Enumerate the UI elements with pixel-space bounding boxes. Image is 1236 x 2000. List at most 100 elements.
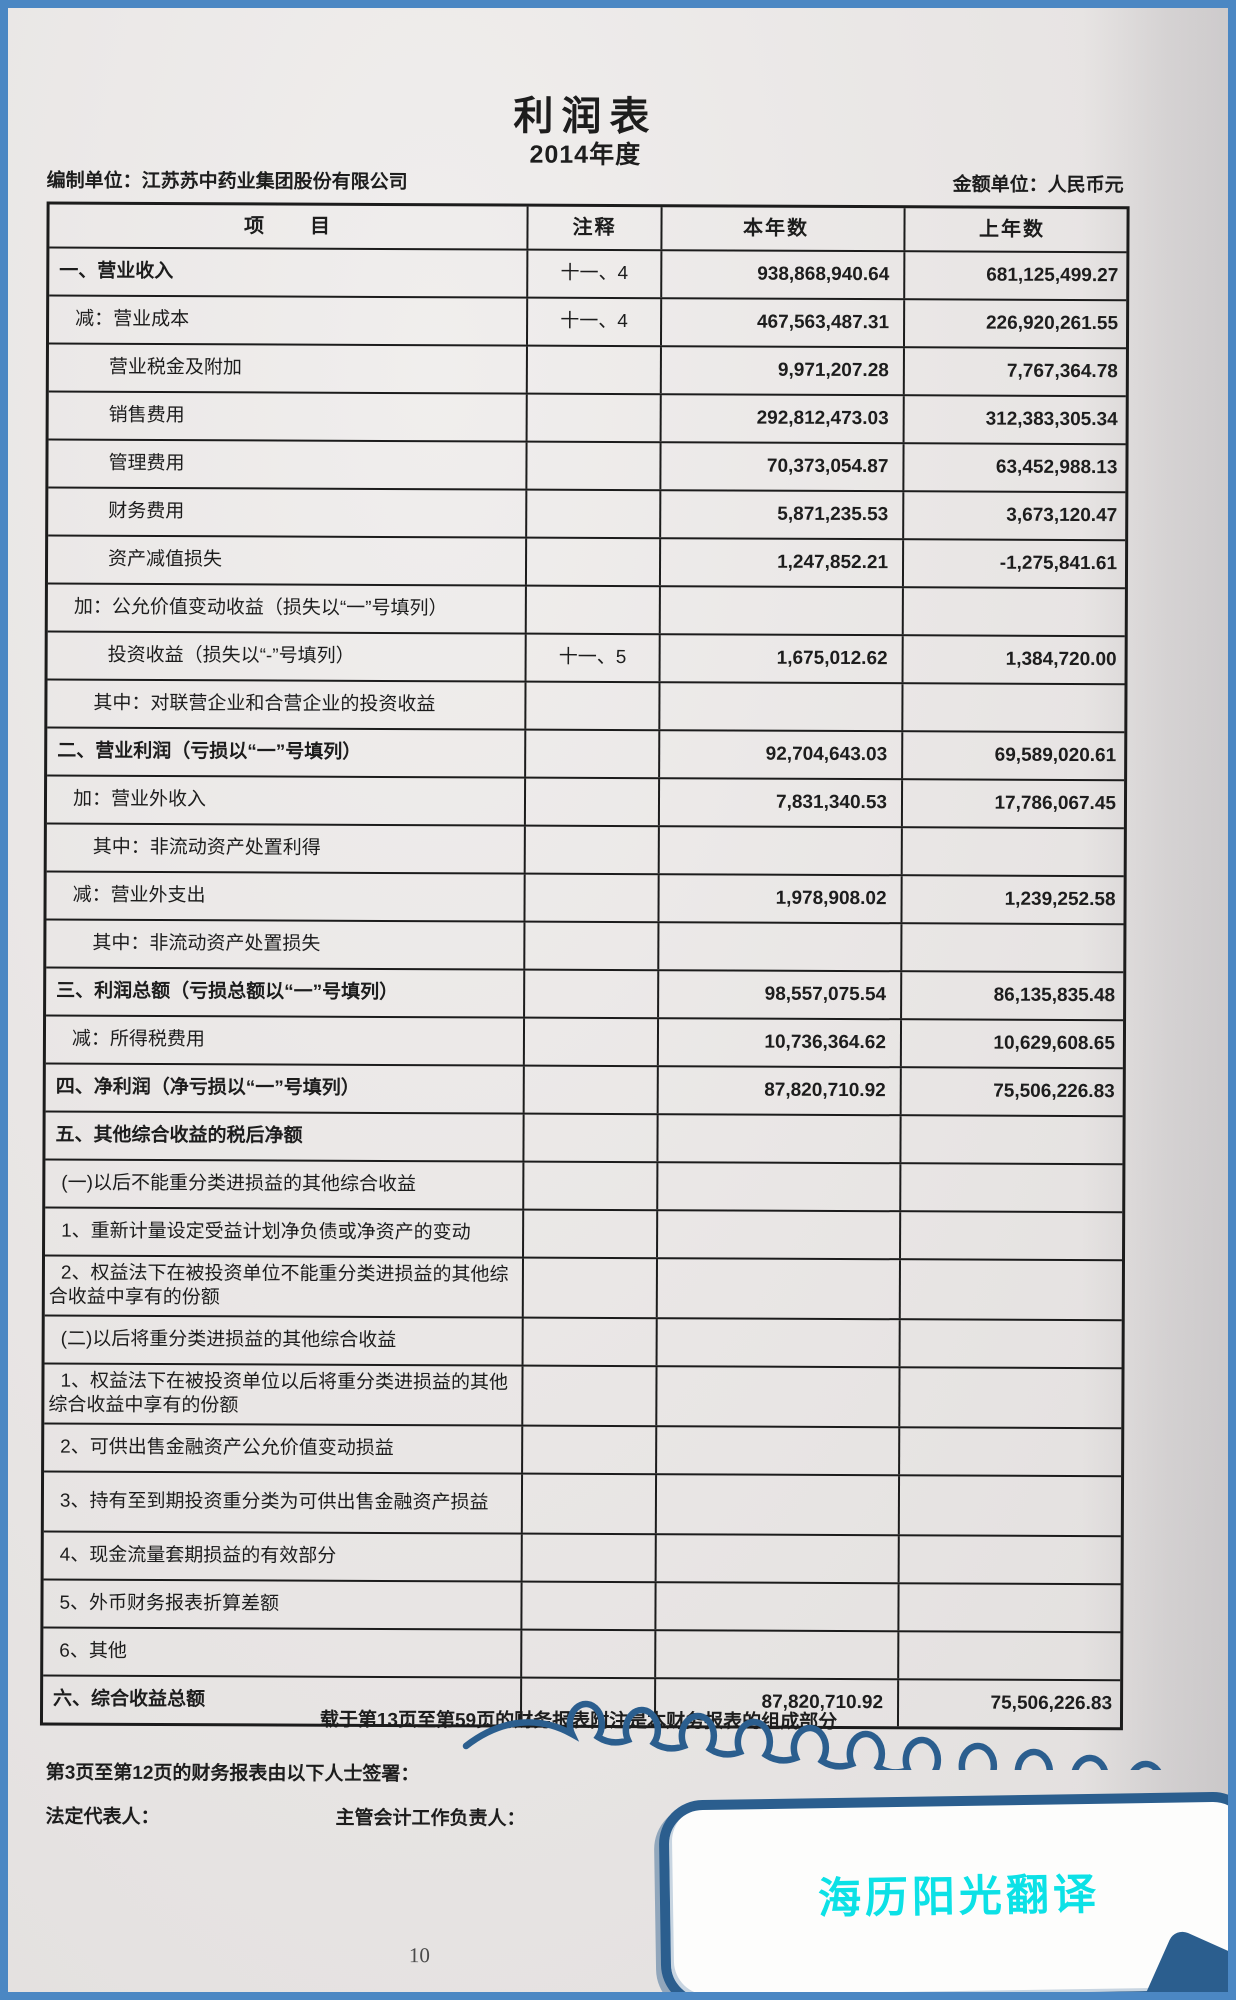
- cell-note: 十一、4: [525, 298, 661, 346]
- cell-prior: [898, 1320, 1122, 1368]
- cell-current: 7,831,340.53: [657, 779, 902, 827]
- cell-note: [524, 730, 659, 778]
- table-row: 销售费用 292,812,473.03 312,383,305.34: [48, 390, 1126, 444]
- table-row: (二)以后将重分类进损益的其他综合收益: [44, 1314, 1122, 1368]
- table-row: 加：公允价值变动收益（损失以“一”号填列）: [47, 582, 1125, 636]
- cell-note: [520, 1474, 656, 1534]
- table-row: 加：营业外收入 7,831,340.53 17,786,067.45: [46, 774, 1125, 828]
- cell-item: 减：所得税费用: [71, 1028, 206, 1051]
- cell-current: 98,557,075.54: [657, 971, 901, 1019]
- cell-prior: [898, 1260, 1122, 1320]
- cell-note: [525, 346, 660, 394]
- table-row: 一、营业收入 十一、4 938,868,940.64 681,125,499.27: [49, 246, 1127, 300]
- table-row: 2、可供出售金融资产公允价值变动损益: [44, 1422, 1122, 1476]
- cell-prior: 75,506,226.83: [899, 1068, 1123, 1116]
- income-statement-table: 项 目 注释 本年数 上年数 一、营业收入 十一、4 938,868,940.64 6…: [39, 201, 1130, 1731]
- cell-prior: [897, 1476, 1122, 1536]
- cell-prior: 10,629,608.65: [899, 1020, 1124, 1068]
- cell-current: [655, 1319, 899, 1367]
- cell-prior: -1,275,841.61: [901, 540, 1126, 588]
- cell-item: 一、营业收入: [59, 260, 174, 283]
- table-row: 3、持有至到期投资重分类为可供出售金融资产损益: [43, 1470, 1122, 1536]
- cell-note: [521, 1366, 656, 1426]
- cell-item: 财务费用: [108, 500, 185, 523]
- cell-current: 1,247,852.21: [658, 539, 903, 587]
- header-cell-current-year: 本年数: [660, 207, 904, 251]
- cell-prior: 1,239,252.58: [900, 876, 1124, 924]
- cell-current: [656, 1163, 900, 1211]
- cell-item: 销售费用: [108, 404, 185, 427]
- cell-item: 6、其他: [59, 1640, 127, 1662]
- cell-note: [522, 1066, 657, 1114]
- table-row: 减：所得税费用 10,736,364.62 10,629,608.65: [45, 1014, 1124, 1068]
- table-row: 二、营业利润（亏损以“一”号填列） 92,704,643.03 69,589,020…: [47, 726, 1125, 780]
- table-row: 5、外币财务报表折算差额: [43, 1578, 1121, 1632]
- cell-current: 5,871,235.53: [659, 491, 903, 539]
- cell-prior: [900, 924, 1124, 972]
- cell-current: [658, 587, 902, 635]
- cell-current: [657, 827, 901, 875]
- cell-note: [521, 1318, 656, 1366]
- cell-current: 938,868,940.64: [660, 251, 904, 299]
- cell-note: [524, 586, 659, 634]
- table-row: 三、利润总额（亏损总额以“一”号填列） 98,557,075.54 86,135,8…: [46, 966, 1124, 1020]
- cell-current: [658, 683, 902, 731]
- table-row: 2、权益法下在被投资单位不能重分类进损益的其他综合收益中享有的份额: [44, 1254, 1123, 1320]
- table-row: (一)以后不能重分类进损益的其他综合收益: [45, 1158, 1123, 1212]
- cell-note: [520, 1582, 655, 1630]
- chief-accountant-label: 主管会计工作负责人：: [335, 1807, 526, 1830]
- cell-prior: 3,673,120.47: [902, 492, 1126, 540]
- cell-current: [655, 1427, 899, 1475]
- cell-item: 其中：非流动资产处置损失: [92, 932, 321, 955]
- cell-current: 92,704,643.03: [658, 731, 902, 779]
- table-row: 营业税金及附加 9,971,207.28 7,767,364.78: [48, 342, 1126, 396]
- cell-item: (二)以后将重分类进损益的其他综合收益: [60, 1328, 397, 1352]
- cell-item: 减：营业成本: [75, 308, 190, 331]
- cell-item: 三、利润总额（亏损总额以“一”号填列）: [56, 980, 399, 1004]
- cell-current: 70,373,054.87: [659, 443, 903, 491]
- cell-prior: 63,452,988.13: [902, 444, 1126, 492]
- cell-note: [523, 826, 658, 874]
- cell-item: 4、现金流量套期损益的有效部分: [59, 1544, 337, 1567]
- cell-item: 二、营业利润（亏损以“一”号填列）: [57, 740, 362, 764]
- cell-note: [520, 1630, 655, 1678]
- cell-current: [655, 1367, 899, 1427]
- cell-item: 5、外币财务报表折算差额: [59, 1592, 280, 1615]
- income-table-body: 一、营业收入 十一、4 938,868,940.64 681,125,499.27 减：…: [42, 246, 1127, 1728]
- table-row: 其中：非流动资产处置利得: [46, 822, 1124, 876]
- cell-prior: 17,786,067.45: [900, 780, 1125, 828]
- cell-note: [525, 442, 660, 490]
- table-row: 1、重新计量设定受益计划净负债或净资产的变动: [45, 1206, 1123, 1260]
- cell-item: 营业税金及附加: [108, 356, 242, 379]
- cell-prior: [901, 684, 1125, 732]
- cell-prior: 226,920,261.55: [902, 300, 1127, 348]
- cell-item: 管理费用: [108, 452, 185, 475]
- cell-item: 资产减值损失: [108, 548, 223, 571]
- cell-current: [654, 1583, 898, 1631]
- cell-prior: [898, 1428, 1122, 1476]
- scribble-loops-doodle: [462, 1700, 1162, 1770]
- cell-current: [654, 1631, 898, 1679]
- cell-note: [523, 922, 658, 970]
- cell-item: (一)以后不能重分类进损益的其他综合收益: [61, 1172, 417, 1196]
- cell-note: [524, 538, 660, 586]
- cell-note: [522, 1114, 657, 1162]
- translation-watermark-text: 海历阳光翻译: [817, 1870, 1101, 1924]
- cell-current: [654, 1475, 899, 1535]
- signatories-line: 第3页至第12页的财务报表由以下人士签署：: [45, 1762, 420, 1786]
- cell-note: [523, 778, 659, 826]
- cell-current: 9,971,207.28: [659, 347, 903, 395]
- currency-unit-label: 金额单位：人民币元: [952, 174, 1124, 197]
- cell-prior: 1,384,720.00: [901, 636, 1125, 684]
- cell-item: 1、权益法下在被投资单位以后将重分类进损益的其他综合收益中享有的份额: [48, 1370, 509, 1417]
- cell-item: 加：公允价值变动收益（损失以“一”号填列）: [73, 596, 448, 620]
- cell-current: 292,812,473.03: [659, 395, 903, 443]
- cell-prior: 69,589,020.61: [901, 732, 1125, 780]
- table-row: 四、净利润（净亏损以“一”号填列） 87,820,710.92 75,506,226…: [45, 1062, 1123, 1116]
- cell-prior: 681,125,499.27: [903, 252, 1127, 300]
- cell-current: 87,820,710.92: [656, 1067, 900, 1115]
- cell-note: 十一、5: [524, 634, 659, 682]
- table-row: 资产减值损失 1,247,852.21 -1,275,841.61: [47, 534, 1126, 588]
- cell-prior: [897, 1584, 1121, 1632]
